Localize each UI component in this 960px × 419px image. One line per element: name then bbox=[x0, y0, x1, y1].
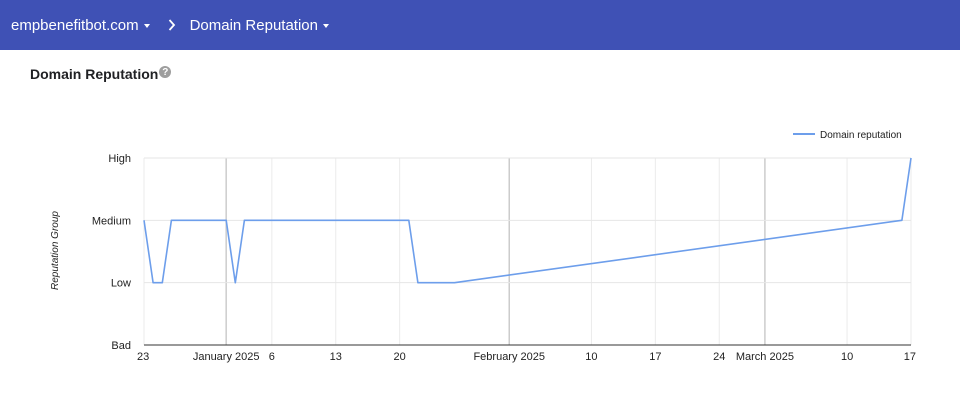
legend-label: Domain reputation bbox=[820, 130, 902, 141]
x-tick-label: 20 bbox=[394, 351, 406, 363]
y-tick-label: High bbox=[108, 153, 131, 165]
x-tick-label: February 2025 bbox=[473, 351, 545, 363]
y-axis-title: Reputation Group bbox=[50, 211, 61, 290]
chevron-right-icon bbox=[168, 19, 176, 31]
page-selector-label: Domain Reputation bbox=[189, 16, 318, 34]
page-selector[interactable]: Domain Reputation bbox=[190, 17, 329, 34]
caret-down-icon bbox=[143, 24, 150, 28]
y-tick-label: Medium bbox=[92, 215, 131, 227]
help-circle-icon[interactable]: ? bbox=[159, 66, 172, 78]
card-title-text: Domain Reputation bbox=[30, 66, 159, 82]
x-tick-label: 10 bbox=[585, 351, 597, 363]
x-tick-label: 17 bbox=[649, 351, 661, 363]
x-tick-label: 13 bbox=[330, 351, 342, 363]
series-line bbox=[143, 157, 912, 284]
x-tick-label: 23 bbox=[137, 351, 149, 363]
caret-down-icon bbox=[323, 24, 329, 28]
x-tick-label: March 2025 bbox=[736, 351, 794, 363]
card-title: Domain Reputation ? bbox=[30, 66, 172, 82]
domain-selector[interactable]: empbenefitbot.com bbox=[11, 17, 150, 34]
x-tick-label: January 2025 bbox=[193, 351, 260, 363]
x-tick-label: 10 bbox=[841, 351, 853, 363]
top-app-bar: empbenefitbot.com Domain Reputation bbox=[0, 0, 960, 50]
x-tick-label: 17 bbox=[904, 351, 916, 363]
x-tick-label: 6 bbox=[269, 351, 275, 363]
domain-selector-label: empbenefitbot.com bbox=[11, 16, 139, 34]
x-tick-label: 24 bbox=[713, 351, 725, 363]
y-tick-label: Bad bbox=[111, 340, 131, 352]
y-tick-label: Low bbox=[111, 278, 131, 290]
